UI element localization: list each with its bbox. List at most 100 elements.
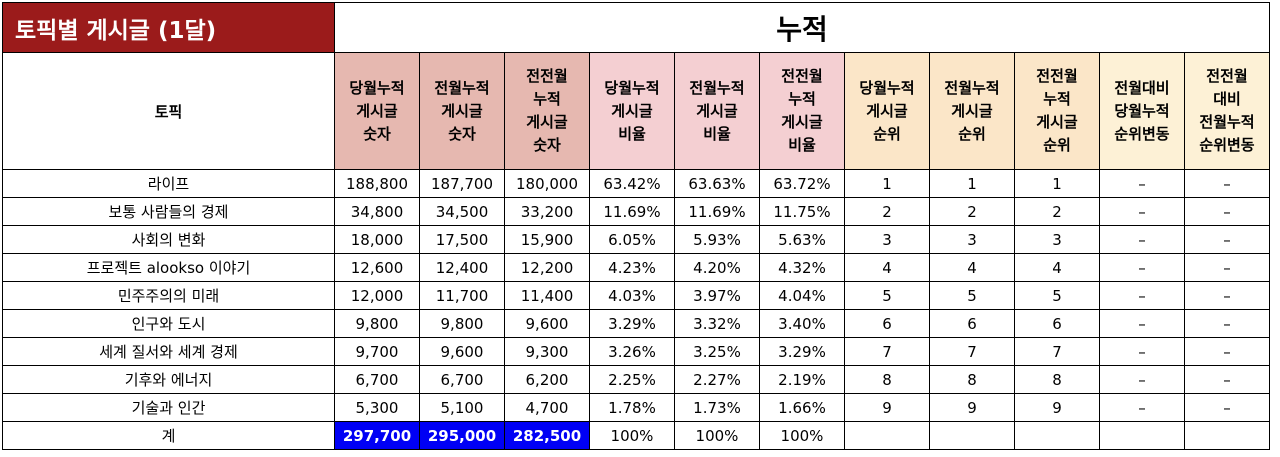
rankchg-cur-cell: – — [1099, 365, 1185, 394]
rank-cur-cell: 2 — [844, 197, 930, 226]
col-header-rankchg-prev: 전전월 대비 전월누적 순위변동 — [1184, 52, 1270, 170]
count-prev2-cell: 9,300 — [504, 337, 590, 366]
topic-cell: 라이프 — [2, 169, 335, 198]
col-header-rank-prev: 전월누적 게시글 순위 — [929, 52, 1015, 170]
count-cur-cell: 9,800 — [334, 309, 420, 338]
ratio-prev-cell: 2.27% — [674, 365, 760, 394]
rank-prev2-cell: 6 — [1014, 309, 1100, 338]
rankchg-cur-cell: – — [1099, 169, 1185, 198]
ratio-prev-cell: 5.93% — [674, 225, 760, 254]
rankchg-cur-cell: – — [1099, 309, 1185, 338]
topic-cell: 세계 질서와 세계 경제 — [2, 337, 335, 366]
ratio-prev2-cell: 4.04% — [759, 281, 845, 310]
rankchg-cur-cell: – — [1099, 197, 1185, 226]
col-header-rank-cur: 당월누적 게시글 순위 — [844, 52, 930, 170]
col-header-ratio-prev2: 전전월 누적 게시글 비율 — [759, 52, 845, 170]
rank-cur-cell: 1 — [844, 169, 930, 198]
rank-cur-cell: 6 — [844, 309, 930, 338]
rankchg-prev-cell: – — [1184, 309, 1270, 338]
total-row: 계 297,700 295,000 282,500 100% 100% 100% — [2, 421, 1270, 450]
ratio-prev2-cell: 3.40% — [759, 309, 845, 338]
topic-cell: 기후와 에너지 — [2, 365, 335, 394]
rank-prev-cell: 3 — [929, 225, 1015, 254]
rank-cur-cell: 7 — [844, 337, 930, 366]
count-cur-cell: 188,800 — [334, 169, 420, 198]
count-cur-cell: 34,800 — [334, 197, 420, 226]
rankchg-prev-cell: – — [1184, 393, 1270, 422]
count-cur-cell: 18,000 — [334, 225, 420, 254]
col-header-rankchg-cur: 전월대비 당월누적 순위변동 — [1099, 52, 1185, 170]
ratio-cur-cell: 2.25% — [589, 365, 675, 394]
title-row: 토픽별 게시글 (1달) 누적 — [2, 2, 1270, 53]
ratio-prev2-cell: 11.75% — [759, 197, 845, 226]
rank-prev2-cell: 5 — [1014, 281, 1100, 310]
topic-cell: 사회의 변화 — [2, 225, 335, 254]
total-rank-cur — [844, 421, 930, 450]
table-row: 사회의 변화 18,000 17,500 15,900 6.05% 5.93% 5.63% 3… — [2, 225, 1270, 254]
total-rankchg-prev — [1184, 421, 1270, 450]
rankchg-cur-cell: – — [1099, 253, 1185, 282]
rank-prev-cell: 1 — [929, 169, 1015, 198]
rank-prev-cell: 6 — [929, 309, 1015, 338]
ratio-prev2-cell: 2.19% — [759, 365, 845, 394]
count-prev2-cell: 6,200 — [504, 365, 590, 394]
topic-cell: 프로젝트 alookso 이야기 — [2, 253, 335, 282]
ratio-prev-cell: 63.63% — [674, 169, 760, 198]
total-count-prev: 295,000 — [419, 421, 505, 450]
col-header-ratio-cur: 당월누적 게시글 비율 — [589, 52, 675, 170]
topic-cell: 민주주의의 미래 — [2, 281, 335, 310]
col-header-count-prev: 전월누적 게시글 숫자 — [419, 52, 505, 170]
rank-prev2-cell: 3 — [1014, 225, 1100, 254]
table-row: 보통 사람들의 경제 34,800 34,500 33,200 11.69% 11.69%… — [2, 197, 1270, 226]
total-ratio-cur: 100% — [589, 421, 675, 450]
total-rankchg-cur — [1099, 421, 1185, 450]
total-ratio-prev: 100% — [674, 421, 760, 450]
ratio-cur-cell: 1.78% — [589, 393, 675, 422]
count-prev2-cell: 180,000 — [504, 169, 590, 198]
count-prev-cell: 11,700 — [419, 281, 505, 310]
ratio-prev-cell: 3.97% — [674, 281, 760, 310]
ratio-cur-cell: 11.69% — [589, 197, 675, 226]
rankchg-prev-cell: – — [1184, 197, 1270, 226]
rank-cur-cell: 8 — [844, 365, 930, 394]
rank-prev2-cell: 2 — [1014, 197, 1100, 226]
rank-prev-cell: 9 — [929, 393, 1015, 422]
rankchg-prev-cell: – — [1184, 225, 1270, 254]
ratio-prev2-cell: 4.32% — [759, 253, 845, 282]
count-cur-cell: 6,700 — [334, 365, 420, 394]
table-row: 인구와 도시 9,800 9,800 9,600 3.29% 3.32% 3.40% 6 6 6–… — [2, 309, 1270, 338]
rank-prev2-cell: 1 — [1014, 169, 1100, 198]
rank-prev-cell: 8 — [929, 365, 1015, 394]
col-header-ratio-prev: 전월누적 게시글 비율 — [674, 52, 760, 170]
ratio-cur-cell: 63.42% — [589, 169, 675, 198]
rank-prev-cell: 2 — [929, 197, 1015, 226]
rank-cur-cell: 4 — [844, 253, 930, 282]
col-header-count-prev2: 전전월 누적 게시글 숫자 — [504, 52, 590, 170]
count-prev-cell: 17,500 — [419, 225, 505, 254]
rankchg-cur-cell: – — [1099, 337, 1185, 366]
total-count-prev2: 282,500 — [504, 421, 590, 450]
total-rank-prev2 — [1014, 421, 1100, 450]
rankchg-prev-cell: – — [1184, 337, 1270, 366]
rank-cur-cell: 5 — [844, 281, 930, 310]
table-row: 기후와 에너지 6,700 6,700 6,200 2.25% 2.27% 2.19% 8 8 8… — [2, 365, 1270, 394]
rank-cur-cell: 9 — [844, 393, 930, 422]
rankchg-cur-cell: – — [1099, 281, 1185, 310]
table-row: 기술과 인간 5,300 5,100 4,700 1.78% 1.73% 1.66% 9 9 9–… — [2, 393, 1270, 422]
total-rank-prev — [929, 421, 1015, 450]
topic-cell: 인구와 도시 — [2, 309, 335, 338]
count-prev-cell: 9,800 — [419, 309, 505, 338]
topic-cell: 보통 사람들의 경제 — [2, 197, 335, 226]
ratio-cur-cell: 3.29% — [589, 309, 675, 338]
ratio-prev-cell: 4.20% — [674, 253, 760, 282]
ratio-cur-cell: 6.05% — [589, 225, 675, 254]
col-header-rank-prev2: 전전월 누적 게시글 순위 — [1014, 52, 1100, 170]
rankchg-cur-cell: – — [1099, 393, 1185, 422]
count-prev2-cell: 15,900 — [504, 225, 590, 254]
total-count-cur: 297,700 — [334, 421, 420, 450]
cumulative-header: 누적 — [334, 2, 1270, 53]
column-header-row: 토픽 당월누적 게시글 숫자 전월누적 게시글 숫자 전전월 누적 게시글 숫자 당월누적 게시… — [2, 52, 1270, 170]
rank-prev2-cell: 8 — [1014, 365, 1100, 394]
ratio-cur-cell: 4.23% — [589, 253, 675, 282]
count-prev2-cell: 9,600 — [504, 309, 590, 338]
